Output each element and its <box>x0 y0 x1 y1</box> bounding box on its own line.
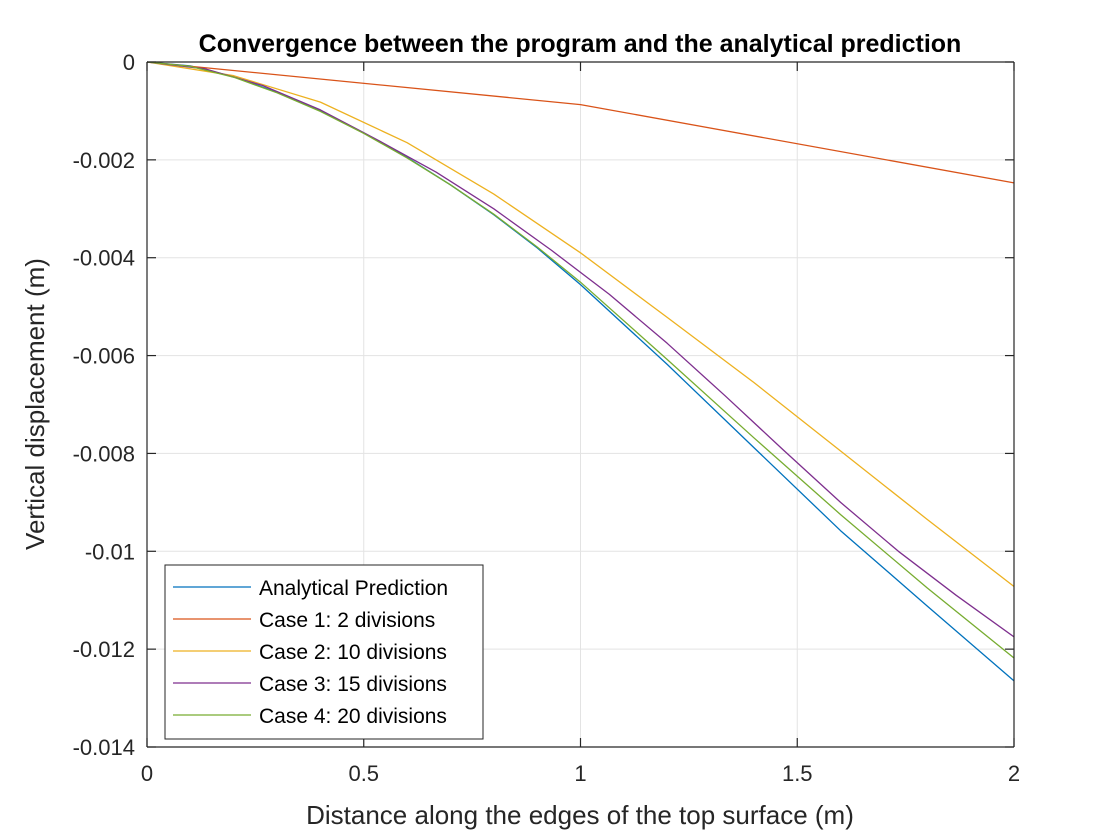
legend-label-4: Case 3: 15 divisions <box>259 673 447 696</box>
series-line-5 <box>146 61 1015 659</box>
series-layer <box>146 61 1015 682</box>
legend-label-3: Case 2: 10 divisions <box>259 641 447 664</box>
x-tick-label: 1 <box>574 761 586 786</box>
chart-title: Convergence between the program and the … <box>199 30 962 58</box>
series-line-4 <box>146 61 1015 638</box>
y-tick-label: -0.012 <box>73 637 135 662</box>
legend-box <box>164 564 484 740</box>
y-axis-label: Vertical displacement (m) <box>20 258 50 550</box>
y-tick-label: -0.006 <box>73 344 135 369</box>
series-line-2 <box>146 61 1015 184</box>
y-tick-label: -0.004 <box>73 246 135 271</box>
legend: Analytical Prediction Case 1: 2 divisions… <box>164 564 484 740</box>
y-tick-label: -0.008 <box>73 441 135 466</box>
legend-label-5: Case 4: 20 divisions <box>259 705 447 728</box>
legend-label-1: Analytical Prediction <box>259 577 448 600</box>
x-tick-label: 1.5 <box>782 761 813 786</box>
y-tick-label: -0.014 <box>73 735 135 760</box>
y-tick-label: -0.01 <box>85 539 135 564</box>
series-line-3 <box>146 61 1015 588</box>
ticks: 0 0.5 1 1.5 2 0 -0.002 -0.004 -0.006 -0.008 -0.01 -… <box>73 50 1021 786</box>
grid <box>147 62 1014 747</box>
x-tick-label: 0.5 <box>348 761 379 786</box>
x-axis-label: Distance along the edges of the top surf… <box>306 800 854 830</box>
x-tick-label: 2 <box>1008 761 1020 786</box>
y-tick-label: -0.002 <box>73 148 135 173</box>
x-tick-label: 0 <box>141 761 153 786</box>
y-tick-label: 0 <box>123 50 135 75</box>
legend-label-2: Case 1: 2 divisions <box>259 609 435 632</box>
